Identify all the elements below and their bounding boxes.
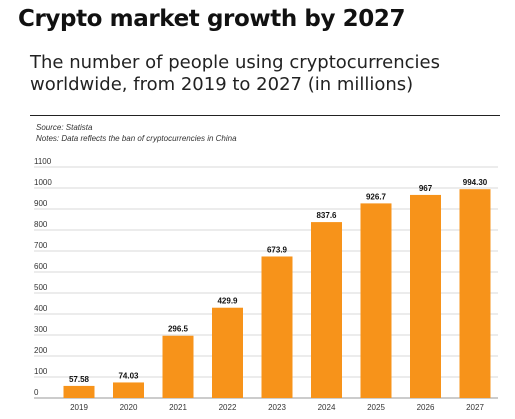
bar-value-label: 429.9 bbox=[217, 297, 238, 306]
bar-2025 bbox=[360, 203, 392, 398]
bar-value-label: 57.58 bbox=[69, 375, 90, 384]
y-tick-label: 400 bbox=[34, 304, 48, 313]
x-category-label: 2026 bbox=[417, 403, 435, 412]
y-tick-label: 700 bbox=[34, 241, 48, 250]
bar-value-label: 673.9 bbox=[267, 245, 288, 254]
bars bbox=[63, 189, 491, 398]
y-tick-label: 600 bbox=[34, 262, 48, 271]
y-tick-label: 200 bbox=[34, 346, 48, 355]
y-tick-label: 800 bbox=[34, 220, 48, 229]
bar-2023 bbox=[261, 256, 293, 398]
y-tick-label: 100 bbox=[34, 367, 48, 376]
bar-value-label: 926.7 bbox=[366, 192, 387, 201]
bar-2019 bbox=[63, 385, 95, 398]
x-axis-categories: 2019 2020 2021 2022 2023 2024 2025 2026 2027 bbox=[70, 403, 484, 412]
bar-value-labels: 57.58 74.03 296.5 429.9 673.9 837.6 926.7 967 99… bbox=[69, 178, 488, 384]
bar-value-label: 967 bbox=[419, 184, 433, 193]
bar-2027 bbox=[459, 189, 491, 398]
bar-2026 bbox=[410, 194, 441, 398]
x-category-label: 2025 bbox=[367, 403, 385, 412]
bar-2020 bbox=[113, 382, 144, 398]
data-note: Notes: Data reflects the ban of cryptocu… bbox=[36, 134, 237, 143]
x-category-label: 2027 bbox=[466, 403, 484, 412]
bar-2021 bbox=[162, 335, 194, 398]
y-tick-label: 900 bbox=[34, 199, 48, 208]
bar-2024 bbox=[311, 222, 342, 398]
y-tick-label: 0 bbox=[34, 388, 39, 397]
x-category-label: 2022 bbox=[219, 403, 237, 412]
bar-2022 bbox=[212, 307, 243, 398]
y-tick-label: 300 bbox=[34, 325, 48, 334]
bar-value-label: 296.5 bbox=[168, 325, 189, 334]
x-category-label: 2020 bbox=[120, 403, 138, 412]
x-category-label: 2023 bbox=[268, 403, 286, 412]
source-note: Source: Statista bbox=[36, 123, 93, 132]
chart-subtitle: The number of people using cryptocurrenc… bbox=[30, 52, 440, 95]
header-divider bbox=[30, 115, 500, 116]
x-category-label: 2021 bbox=[169, 403, 187, 412]
chart-title: Crypto market growth by 2027 bbox=[18, 6, 406, 32]
bar-value-label: 837.6 bbox=[316, 211, 337, 220]
bar-value-label: 74.03 bbox=[118, 371, 139, 380]
x-category-label: 2019 bbox=[70, 403, 88, 412]
bar-value-label: 994.30 bbox=[463, 178, 488, 187]
y-axis-ticks: 0 100 200 300 400 500 600 700 800 900 1000 1100 bbox=[34, 157, 52, 397]
y-tick-label: 1000 bbox=[34, 178, 52, 187]
y-tick-label: 500 bbox=[34, 283, 48, 292]
y-tick-label: 1100 bbox=[34, 157, 52, 166]
x-category-label: 2024 bbox=[318, 403, 336, 412]
